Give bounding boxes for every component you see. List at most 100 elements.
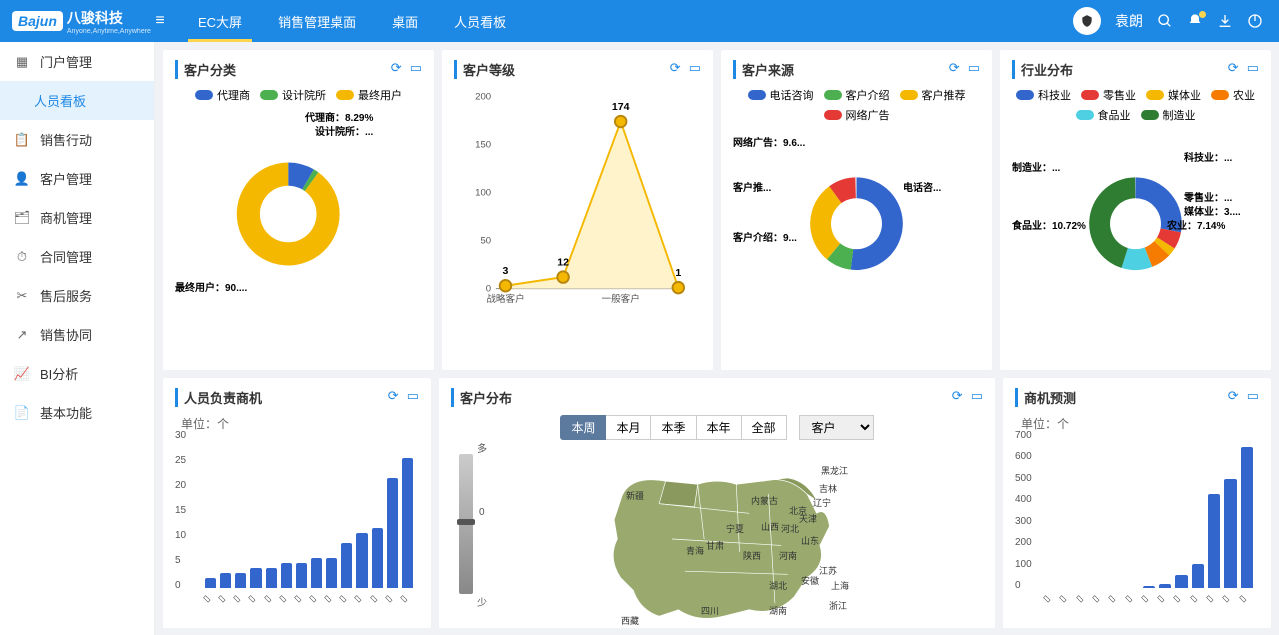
sidebar-item[interactable]: 📋销售行动 <box>0 120 154 159</box>
chart-label: 最终用户：90.... <box>175 279 247 294</box>
tool-icon: ✂ <box>14 288 30 304</box>
expand-icon[interactable]: ▭ <box>971 388 983 404</box>
download-icon[interactable] <box>1217 13 1233 29</box>
refresh-icon[interactable]: ⟳ <box>949 60 960 76</box>
expand-icon[interactable]: ▭ <box>1247 388 1259 404</box>
time-tab[interactable]: 本季 <box>651 415 696 440</box>
scale-top: 多 <box>477 440 487 455</box>
logo-badge: Bajun <box>12 11 63 31</box>
search-icon[interactable] <box>1157 13 1173 29</box>
sidebar-subitem[interactable]: 人员看板 <box>0 81 154 120</box>
entity-select[interactable]: 客户 <box>799 415 874 440</box>
time-tab[interactable]: 本周 <box>560 415 606 440</box>
bar-xlabel: ▯ <box>1188 593 1199 604</box>
bar <box>1208 494 1220 588</box>
header-tab[interactable]: 桌面 <box>374 0 436 42</box>
sidebar-label: BI分析 <box>40 364 78 383</box>
bar <box>1143 586 1155 588</box>
chart-label: 电话咨... <box>903 179 941 194</box>
yaxis-tick: 600 <box>1015 451 1032 462</box>
legend-item[interactable]: 代理商 <box>195 87 250 103</box>
legend-item[interactable]: 食品业 <box>1076 107 1131 123</box>
bar-xlabel: ▯ <box>322 593 333 604</box>
province-label: 山东 <box>801 534 819 547</box>
bar <box>372 528 383 588</box>
share-icon: ↗ <box>14 327 30 343</box>
username: 袁朗 <box>1115 11 1143 31</box>
legend-item[interactable]: 制造业 <box>1141 107 1196 123</box>
top-header: Bajun 八骏科技 Anyone,Anytime,Anywhere ≡ EC大… <box>0 0 1279 42</box>
sidebar-item[interactable]: ⏱合同管理 <box>0 237 154 276</box>
refresh-icon[interactable]: ⟳ <box>388 388 399 404</box>
bell-icon[interactable] <box>1187 13 1203 29</box>
bar-xlabel: ▯ <box>1237 593 1248 604</box>
time-tab[interactable]: 全部 <box>742 415 787 440</box>
legend-item[interactable]: 设计院所 <box>260 87 326 103</box>
province-label: 安徽 <box>801 574 819 587</box>
avatar[interactable] <box>1073 7 1101 35</box>
card-title: 人员负责商机 <box>175 388 419 407</box>
sidebar-item[interactable]: 📈 BI分析 <box>0 354 154 393</box>
svg-text:12: 12 <box>557 257 569 269</box>
logo: Bajun 八骏科技 Anyone,Anytime,Anywhere <box>0 8 140 35</box>
sidebar-item[interactable]: ▦门户管理 <box>0 42 154 81</box>
header-tab[interactable]: 销售管理桌面 <box>260 0 374 42</box>
legend-item[interactable]: 最终用户 <box>336 87 402 103</box>
sidebar-item[interactable]: ✂售后服务 <box>0 276 154 315</box>
chart-icon: 📈 <box>14 366 30 382</box>
scale-mid: 0 <box>479 507 485 518</box>
header-tab[interactable]: EC大屏 <box>180 0 260 42</box>
chart-label: 零售业：... <box>1184 189 1232 204</box>
time-tab[interactable]: 本年 <box>697 415 742 440</box>
header-tabs: EC大屏销售管理桌面桌面人员看板 <box>180 0 524 42</box>
refresh-icon[interactable]: ⟳ <box>1228 388 1239 404</box>
expand-icon[interactable]: ▭ <box>407 388 419 404</box>
header-tab[interactable]: 人员看板 <box>436 0 524 42</box>
refresh-icon[interactable]: ⟳ <box>952 388 963 404</box>
expand-icon[interactable]: ▭ <box>968 60 980 76</box>
card-industry-dist: 行业分布 ⟳▭ 科技业零售业媒体业农业食品业制造业 科技业：...零售业：...… <box>1000 50 1271 370</box>
chart-label: 客户介绍：9... <box>733 229 797 244</box>
legend-item[interactable]: 媒体业 <box>1146 87 1201 103</box>
legend-item[interactable]: 零售业 <box>1081 87 1136 103</box>
scale-bar[interactable] <box>459 454 473 594</box>
logo-sub: Anyone,Anytime,Anywhere <box>67 28 151 35</box>
expand-icon[interactable]: ▭ <box>689 60 701 76</box>
power-icon[interactable] <box>1247 13 1263 29</box>
sidebar-item[interactable]: 🗂商机管理 <box>0 198 154 237</box>
chart-label: 代理商：8.29% <box>305 109 373 124</box>
legend-item[interactable]: 客户推荐 <box>900 87 966 103</box>
donut-chart: 代理商：8.29%设计院所：...最终用户：90.... <box>175 109 422 319</box>
legend-item[interactable]: 农业 <box>1211 87 1255 103</box>
svg-text:0: 0 <box>486 283 491 294</box>
legend-item[interactable]: 电话咨询 <box>748 87 814 103</box>
province-label: 陕西 <box>743 549 761 562</box>
card-customer-category: 客户分类 ⟳ ▭ 代理商设计院所最终用户 代理商：8.29%设计院所：...最终用… <box>163 50 434 370</box>
legend-item[interactable]: 科技业 <box>1016 87 1071 103</box>
refresh-icon[interactable]: ⟳ <box>670 60 681 76</box>
sidebar-item[interactable]: 👤客户管理 <box>0 159 154 198</box>
svg-text:1: 1 <box>675 267 681 279</box>
legend-item[interactable]: 客户介绍 <box>824 87 890 103</box>
yaxis-tick: 0 <box>175 580 181 591</box>
province-label: 江苏 <box>819 564 837 577</box>
yaxis-tick: 10 <box>175 530 186 541</box>
province-label: 辽宁 <box>813 496 831 509</box>
sidebar-item[interactable]: 📄基本功能 <box>0 393 154 432</box>
refresh-icon[interactable]: ⟳ <box>391 60 402 76</box>
legend-item[interactable]: 网络广告 <box>824 107 890 123</box>
expand-icon[interactable]: ▭ <box>410 60 422 76</box>
grid-icon: ▦ <box>14 54 30 70</box>
bar <box>1159 584 1171 588</box>
logo-cn: 八骏科技 <box>67 8 151 28</box>
refresh-icon[interactable]: ⟳ <box>1228 60 1239 76</box>
sidebar-item[interactable]: ↗销售协同 <box>0 315 154 354</box>
bar-xlabel: ▯ <box>1074 593 1085 604</box>
bar-xlabel: ▯ <box>1139 593 1150 604</box>
time-tab[interactable]: 本月 <box>606 415 651 440</box>
yaxis-tick: 400 <box>1015 494 1032 505</box>
card-title: 客户分类 <box>175 60 422 79</box>
province-label: 浙江 <box>829 599 847 612</box>
chart-label: 客户推... <box>733 179 771 194</box>
expand-icon[interactable]: ▭ <box>1247 60 1259 76</box>
